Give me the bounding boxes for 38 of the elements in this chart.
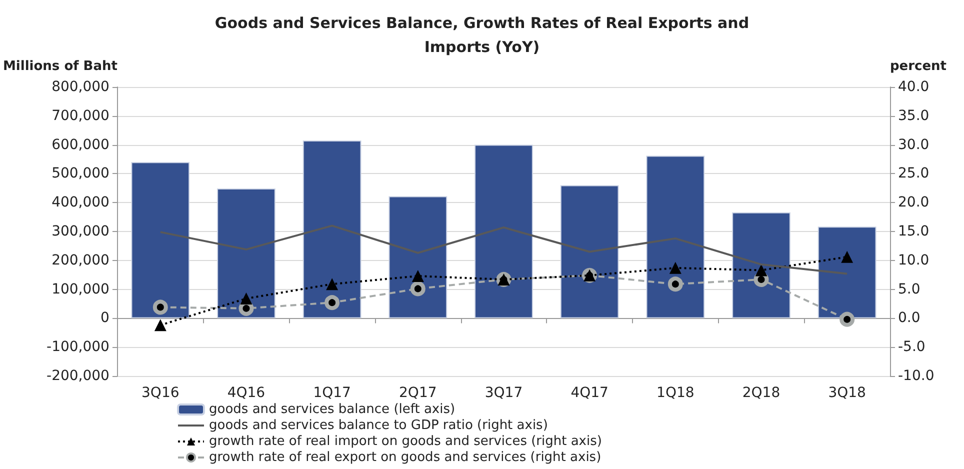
y2-tick-label: -5.0 <box>898 339 926 356</box>
legend-label: goods and services balance (left axis) <box>209 402 456 417</box>
y-tick-label: 300,000 <box>52 224 110 240</box>
y2-tick-label: 5.0 <box>898 281 920 298</box>
chart-title: Goods and Services Balance, Growth Rates of Real Exports and Imports (YoY) <box>214 14 750 56</box>
legend-label: goods and services balance to GDP ratio (right axis) <box>209 418 548 433</box>
y2-tick-label: 10.0 <box>898 252 930 268</box>
y-tick-label: 500,000 <box>52 166 110 182</box>
x-tick-label: 4Q16 <box>227 385 266 401</box>
y-tick-label: 400,000 <box>52 194 110 211</box>
y-tick-label: -100,000 <box>46 339 110 356</box>
y-axis-title: Millions of Baht <box>2 59 118 74</box>
y-tick-label: 0 <box>100 310 110 326</box>
legend-label: growth rate of real import on goods and services (right axis) <box>209 434 602 449</box>
legend-label: growth rate of real export on goods and services (right axis) <box>209 450 602 465</box>
x-tick-label: 3Q17 <box>484 385 523 401</box>
x-tick-label: 1Q18 <box>656 385 694 401</box>
x-tick-label: 1Q17 <box>313 385 351 401</box>
y-tick-label: 100,000 <box>52 281 110 298</box>
x-tick-label: 2Q18 <box>742 385 780 401</box>
y2-tick-label: -10.0 <box>898 368 934 384</box>
y-tick-label: 200,000 <box>52 252 110 268</box>
y-tick-label: 800,000 <box>52 79 110 95</box>
y-tick-label: 600,000 <box>52 136 110 153</box>
y2-tick-label: 40.0 <box>898 79 930 95</box>
x-tick-label: 2Q17 <box>399 385 437 401</box>
x-tick-label: 3Q16 <box>142 385 180 401</box>
y2-tick-label: 15.0 <box>898 224 930 240</box>
y2-tick-label: 35.0 <box>898 108 930 124</box>
y2-tick-label: 30.0 <box>898 136 930 153</box>
y2-axis-title: percent <box>890 59 947 74</box>
y2-tick-label: 0.0 <box>898 310 920 326</box>
y2-tick-label: 25.0 <box>898 166 930 182</box>
x-tick-label: 4Q17 <box>570 385 608 401</box>
x-tick-label: 3Q18 <box>828 385 866 401</box>
y-tick-label: 700,000 <box>52 108 110 124</box>
y-tick-label: -200,000 <box>46 368 110 384</box>
y2-tick-label: 20.0 <box>898 194 930 211</box>
